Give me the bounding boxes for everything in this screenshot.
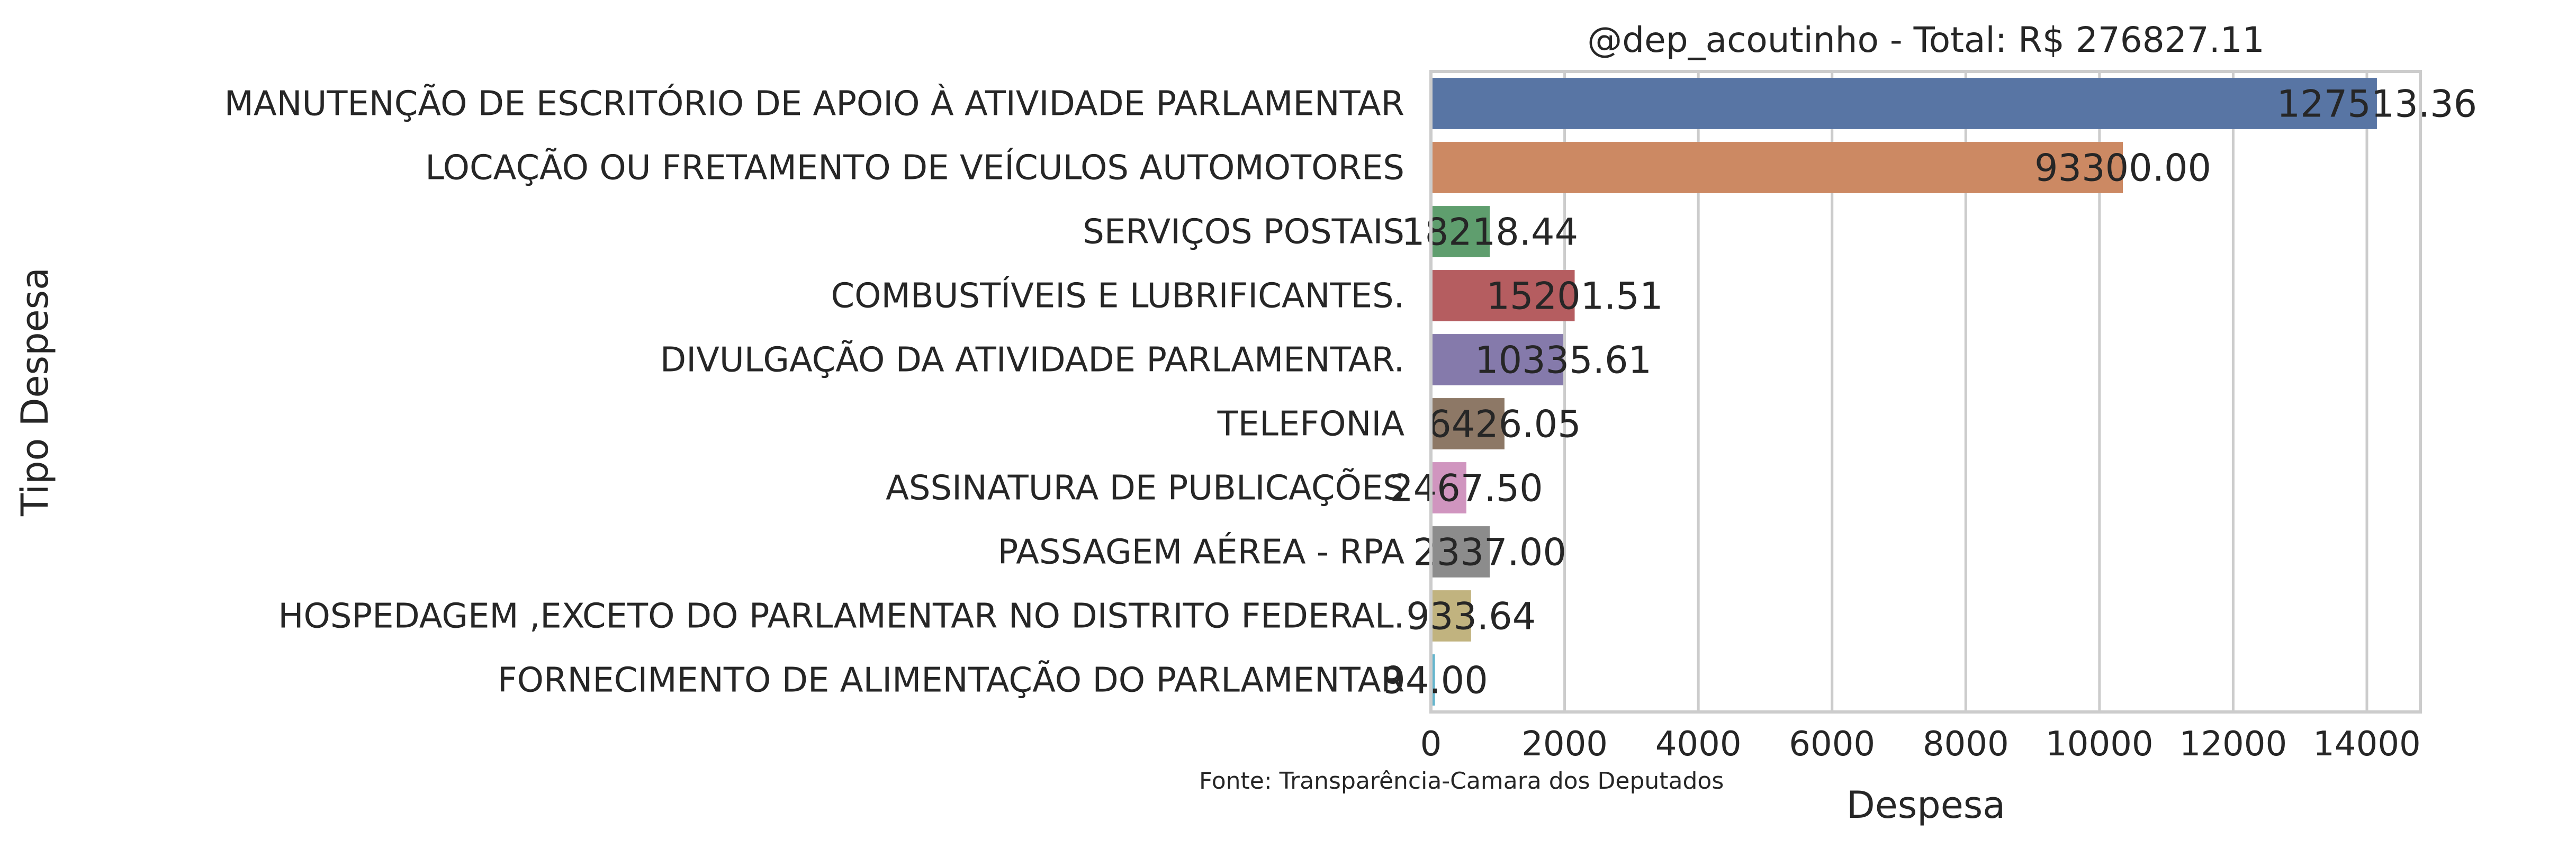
- bar-value-label: 10335.61: [1475, 339, 1652, 382]
- x-tick-label: 8000: [1923, 725, 2009, 764]
- y-axis-title: Tipo Despesa: [13, 267, 57, 517]
- category-label: PASSAGEM AÉREA - RPA: [998, 532, 1405, 572]
- x-axis-title: Despesa: [1847, 783, 2005, 827]
- bar-value-label: 933.64: [1406, 595, 1536, 638]
- category-label: TELEFONIA: [1217, 405, 1405, 444]
- category-label: SERVIÇOS POSTAIS: [1083, 213, 1404, 252]
- bar: [1431, 270, 1575, 321]
- bar-value-label: 2467.50: [1390, 467, 1543, 510]
- source-note: Fonte: Transparência-Camara dos Deputado…: [1199, 768, 1724, 795]
- bar: [1431, 78, 2377, 129]
- x-tick-label: 6000: [1789, 725, 1875, 764]
- bars: [1431, 78, 2377, 706]
- bar: [1431, 462, 1466, 513]
- bar-value-label: 2337.00: [1413, 531, 1566, 574]
- plot-frame: [1429, 70, 2422, 714]
- bar-value-label: 93300.00: [2034, 147, 2211, 190]
- category-label: DIVULGAÇÃO DA ATIVIDADE PARLAMENTAR.: [660, 340, 1404, 380]
- bar: [1431, 526, 1490, 578]
- bar: [1431, 590, 1471, 642]
- bar: [1431, 142, 2123, 193]
- chart-title: @dep_acoutinho - Total: R$ 276827.11: [1587, 20, 2264, 60]
- x-tick-labels: 0 2000 4000 6000 8000 10000 12000 14000: [1420, 725, 2421, 764]
- bar-value-label: 15201.51: [1487, 275, 1663, 318]
- category-label: COMBUSTÍVEIS E LUBRIFICANTES.: [831, 276, 1404, 316]
- x-tick-label: 2000: [1521, 725, 1608, 764]
- category-label: MANUTENÇÃO DE ESCRITÓRIO DE APOIO À ATIV…: [224, 84, 1404, 124]
- x-tick-label: 0: [1420, 725, 1442, 764]
- bar-value-label: 6426.05: [1428, 403, 1581, 446]
- bar-value-label: 127513.36: [2277, 83, 2478, 126]
- category-label: FORNECIMENTO DE ALIMENTAÇÃO DO PARLAMENT…: [498, 661, 1404, 700]
- bar-value-label: 18218.44: [1401, 211, 1578, 254]
- bar: [1431, 654, 1435, 706]
- bar: [1431, 334, 1564, 385]
- x-tick-label: 10000: [2046, 725, 2154, 764]
- category-label: ASSINATURA DE PUBLICAÇÕES: [886, 468, 1404, 508]
- bar: [1431, 206, 1490, 257]
- x-tick-label: 4000: [1655, 725, 1742, 764]
- x-tick-label: 12000: [2179, 725, 2287, 764]
- bar: [1431, 398, 1505, 449]
- bar-value-labels: 127513.36 93300.00 18218.44 15201.51 10335.6…: [1382, 83, 2477, 702]
- category-label: LOCAÇÃO OU FRETAMENTO DE VEÍCULOS AUTOMO…: [425, 148, 1404, 188]
- x-tick-label: 14000: [2313, 725, 2421, 764]
- category-label: HOSPEDAGEM ,EXCETO DO PARLAMENTAR NO DIS…: [278, 597, 1404, 636]
- category-labels: MANUTENÇÃO DE ESCRITÓRIO DE APOIO À ATIV…: [224, 84, 1405, 700]
- bar-value-label: 94.00: [1382, 659, 1488, 702]
